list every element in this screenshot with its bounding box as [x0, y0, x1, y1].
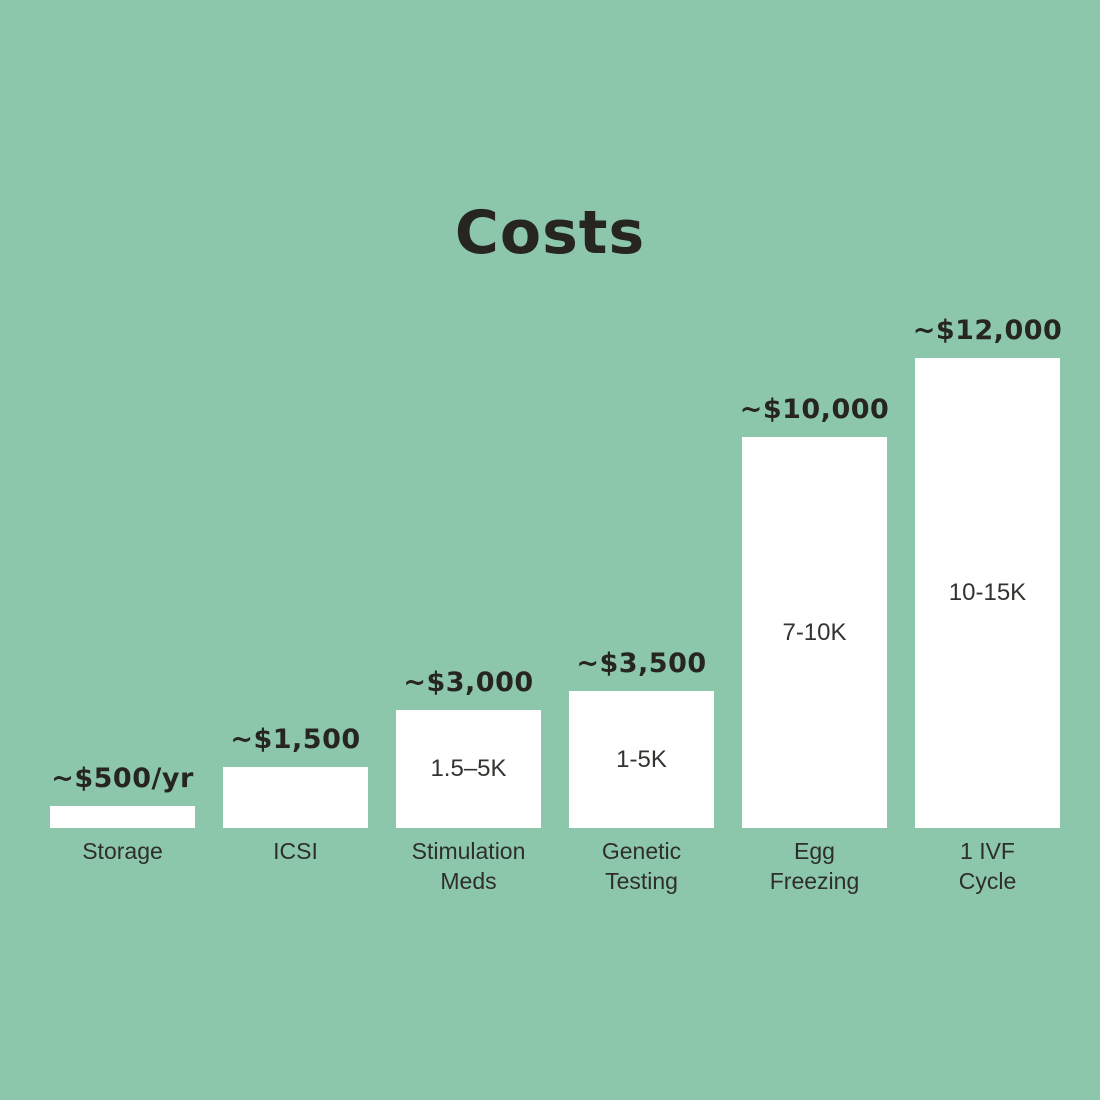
bar-column-egg-freezing: ~$10,000 7-10K [739, 393, 890, 828]
category-line: Meds [440, 868, 497, 894]
category-line: ICSI [273, 838, 318, 864]
range-label-genetic-testing: 1-5K [616, 745, 667, 773]
value-label-icsi: ~$1,500 [230, 724, 361, 755]
value-label-ivf-cycle: ~$12,000 [912, 315, 1063, 346]
bar-icsi [223, 767, 368, 828]
category-line: Genetic [601, 838, 682, 864]
value-label-stimulation-meds: ~$3,000 [403, 667, 534, 698]
bar-ivf-cycle: 10-15K [915, 358, 1060, 828]
category-line: Testing [605, 868, 678, 894]
range-label-egg-freezing: 7-10K [782, 618, 847, 646]
category-label-egg-freezing: Egg Freezing [742, 836, 887, 896]
bar-column-ivf-cycle: ~$12,000 10-15K [912, 314, 1063, 828]
value-label-storage: ~$500/yr [51, 763, 194, 794]
value-label-genetic-testing: ~$3,500 [576, 648, 707, 679]
bar-column-icsi: ~$1,500 [223, 723, 368, 828]
category-label-storage: Storage [50, 836, 195, 896]
bar-stimulation-meds: 1.5–5K [396, 710, 541, 828]
bar-storage [50, 806, 195, 828]
bar-column-storage: ~$500/yr [50, 762, 195, 828]
category-label-genetic-testing: Genetic Testing [569, 836, 714, 896]
category-line: Freezing [769, 868, 860, 894]
category-line: 1 IVF [960, 838, 1015, 864]
category-label-ivf-cycle: 1 IVF Cycle [915, 836, 1060, 896]
range-label-ivf-cycle: 10-15K [948, 579, 1027, 606]
bar-column-stimulation-meds: ~$3,000 1.5–5K [396, 666, 541, 828]
category-line: Stimulation [411, 838, 526, 864]
bar-column-genetic-testing: ~$3,500 1-5K [569, 647, 714, 828]
category-line: Egg [794, 838, 835, 864]
bar-genetic-testing: 1-5K [569, 691, 714, 828]
category-line: Storage [82, 838, 163, 864]
bar-egg-freezing: 7-10K [742, 437, 887, 828]
category-label-icsi: ICSI [223, 836, 368, 896]
bar-chart: ~$500/yr ~$1,500 ~$3,000 1.5–5K ~$3,500 … [50, 228, 1063, 828]
category-label-stimulation-meds: Stimulation Meds [396, 836, 541, 896]
chart-title: Costs [454, 198, 646, 268]
category-line: Cycle [958, 868, 1017, 894]
value-label-egg-freezing: ~$10,000 [739, 394, 890, 425]
range-label-stimulation-meds: 1.5–5K [430, 755, 507, 782]
category-labels: Storage ICSI Stimulation Meds Genetic Te… [50, 836, 1060, 896]
